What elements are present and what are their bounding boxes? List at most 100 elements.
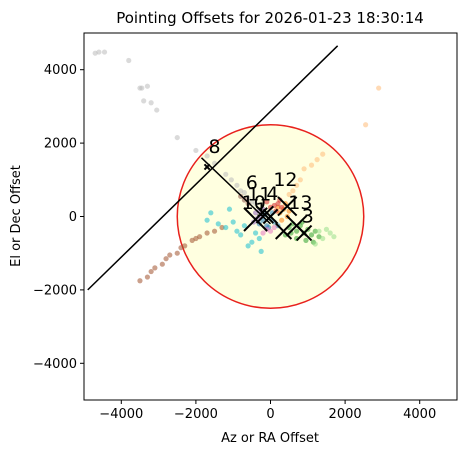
scatter-point-s2-5 (174, 250, 180, 256)
scatter-point-s8-8 (312, 228, 318, 234)
scatter-point-s7-5 (264, 199, 270, 205)
scatter-point-s0-16 (234, 182, 240, 188)
axes: −4000 −2000 0 2000 4000 −4000 −2000 0 2000 4000 (33, 63, 436, 422)
scatter-point-s10-2 (271, 224, 277, 231)
scatter-point-s1-0 (376, 85, 382, 91)
scatter-point-s0-18 (241, 190, 247, 196)
x-tick-label-4: 4000 (403, 407, 436, 422)
scatter-point-s3-6 (245, 243, 251, 249)
cluster-label-11: 11 (247, 183, 271, 205)
scatter-point-s0-11 (193, 147, 199, 154)
y-axis-label: El or Dec Offset (9, 165, 24, 267)
scatter-point-s9-4 (331, 234, 337, 240)
cross-marker-3-b (277, 196, 298, 217)
scatter-point-s11-1 (245, 201, 251, 207)
scatter-point-s3-11 (208, 210, 214, 216)
scatter-point-s9-3 (320, 235, 326, 242)
scatter-point-s2-4 (167, 252, 173, 258)
x-tick-label-1: −2000 (174, 407, 218, 422)
scatter-point-s2-10 (211, 228, 218, 234)
scatter-point-s3-0 (215, 221, 221, 227)
scatter-point-s0-2 (101, 49, 108, 55)
scatter-point-s1-4 (301, 166, 307, 172)
scatter-point-s3-7 (249, 239, 255, 245)
cluster-label-13: 13 (288, 192, 312, 214)
scatter-point-s0-12 (204, 153, 210, 159)
y-tick-label-1: −2000 (33, 283, 77, 298)
x-tick-label-3: 2000 (329, 407, 362, 422)
scatter-point-s3-3 (234, 228, 240, 234)
scatter-point-s2-9 (204, 230, 210, 236)
cluster-label-6: 6 (246, 172, 258, 194)
cluster-label-10: 10 (242, 192, 266, 214)
cluster-label-1: 1 (255, 199, 267, 221)
scatter-point-s2-1 (144, 274, 151, 280)
y-tick-label-2: 0 (69, 210, 77, 225)
scatter-point-s2-12 (148, 268, 154, 275)
scatter-point-s11-0 (241, 197, 247, 203)
scatter-point-s10-3 (260, 230, 266, 236)
scatter-point-s7-2 (279, 204, 285, 210)
scatter-point-s2-0 (137, 278, 143, 284)
y-tick-label-3: 2000 (44, 137, 77, 152)
scatter-point-s3-8 (252, 230, 259, 236)
scatter-point-s0-21 (252, 201, 259, 207)
scatter-point-s0-15 (228, 177, 234, 183)
scatter-point-s3-5 (241, 223, 247, 229)
scatter-point-s1-3 (314, 157, 320, 163)
scatter-point-s1-7 (294, 182, 300, 188)
scatter-point-s3-1 (223, 224, 229, 231)
perpendicular-line (200, 157, 272, 225)
scatter-point-s0-7 (148, 100, 154, 106)
cross-marker-6-b (295, 224, 313, 242)
scatter-point-s1-5 (308, 162, 315, 168)
scatter-point-s10-1 (267, 228, 274, 234)
scatter-point-s2-14 (178, 245, 184, 251)
cross-marker-0-b (203, 163, 211, 171)
scatter-point-s3-10 (258, 248, 264, 254)
scatter-point-s0-6 (141, 98, 147, 104)
scatter-point-s1-1 (363, 122, 369, 128)
cross-marker-5-b (275, 222, 293, 240)
scatter-point-s2-11 (219, 224, 225, 231)
scatter-point-s8-1 (294, 228, 300, 234)
scatter-point-s1-2 (320, 151, 326, 157)
scatter-point-s1-9 (286, 191, 292, 198)
cluster-label-3: 3 (302, 206, 314, 228)
scatter-point-s3-13 (226, 206, 233, 212)
scatter-point-s2-15 (193, 235, 199, 242)
scatter-point-s0-8 (154, 107, 160, 113)
scatter-point-s6-3 (279, 217, 285, 223)
scatter-point-s0-14 (223, 171, 229, 177)
y-tick-label-0: −4000 (33, 357, 77, 372)
cluster-label-4: 4 (266, 183, 278, 205)
scatter-point-s3-12 (204, 217, 210, 223)
y-tick-label-4: 4000 (44, 63, 77, 78)
scatter-point-s0-5 (144, 83, 151, 89)
cluster-label-8: 8 (209, 136, 221, 158)
scatter-point-s9-1 (323, 226, 330, 232)
scatter-point-s0-3 (126, 57, 132, 64)
scatter-point-s2-3 (159, 261, 165, 267)
x-tick-label-2: 0 (266, 407, 274, 422)
x-axis-label: Az or RA Offset (221, 431, 319, 446)
chart-title: Pointing Offsets for 2026-01-23 18:30:14 (116, 9, 424, 27)
x-tick-label-0: −4000 (99, 407, 143, 422)
scatter-point-s1-6 (297, 177, 303, 183)
scatter-point-s2-2 (152, 265, 158, 271)
scatter-point-s8-11 (303, 237, 309, 243)
scatter-point-s0-10 (137, 85, 143, 91)
scatter-point-s0-1 (96, 49, 102, 55)
scatter-point-s3-4 (238, 232, 244, 238)
scatter-point-s3-2 (230, 219, 236, 225)
cross-marker-2-b (255, 205, 275, 224)
scatter-point-s9-5 (312, 241, 318, 247)
scatter-point-s1-8 (290, 188, 296, 194)
cluster-label-12: 12 (273, 169, 297, 191)
scatter-point-s2-13 (163, 256, 169, 262)
cross-marker-7-b (262, 208, 279, 225)
scatter-point-s3-9 (256, 235, 262, 242)
scatter-point-s9-2 (327, 230, 333, 236)
